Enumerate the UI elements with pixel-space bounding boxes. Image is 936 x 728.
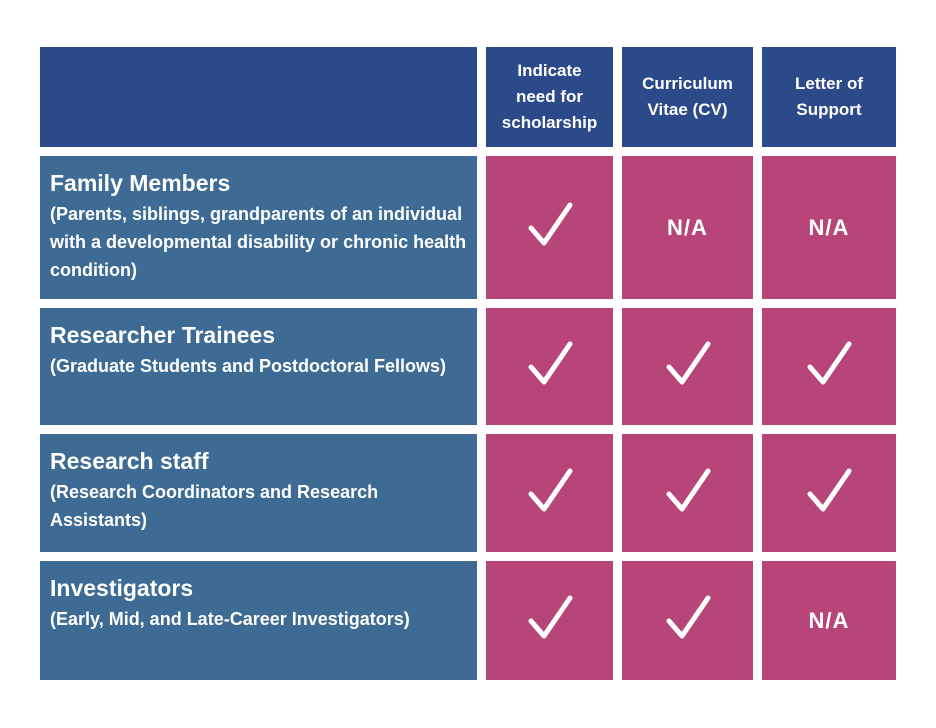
column-header-scholarship: Indicate need for scholarship bbox=[486, 47, 613, 147]
header-blank-cell bbox=[40, 47, 477, 147]
row-description: (Research Coordinators and Research Assi… bbox=[50, 482, 379, 530]
cell-staff-scholarship bbox=[486, 434, 613, 552]
column-header-label: Curriculum Vitae (CV) bbox=[642, 74, 733, 119]
cell-trainees-cv bbox=[622, 308, 753, 425]
cell-trainees-scholarship bbox=[486, 308, 613, 425]
cell-family-scholarship bbox=[486, 156, 613, 299]
check-icon bbox=[663, 466, 713, 521]
row-title: Family Members bbox=[50, 170, 231, 196]
not-applicable-text: N/A bbox=[808, 607, 850, 633]
row-label-family-members: Family Members (Parents, siblings, grand… bbox=[40, 156, 477, 299]
row-description: (Parents, siblings, grandparents of an i… bbox=[50, 204, 467, 280]
cell-staff-letter bbox=[762, 434, 896, 552]
cell-staff-cv bbox=[622, 434, 753, 552]
cell-investigators-scholarship bbox=[486, 561, 613, 680]
column-header-label: Indicate need for scholarship bbox=[501, 61, 598, 132]
column-header-letter: Letter of Support bbox=[762, 47, 896, 147]
row-description: (Graduate Students and Postdoctoral Fell… bbox=[50, 356, 447, 376]
cell-trainees-letter bbox=[762, 308, 896, 425]
check-icon bbox=[525, 339, 575, 394]
row-description: (Early, Mid, and Late-Career Investigato… bbox=[50, 609, 410, 629]
cell-investigators-letter: N/A bbox=[762, 561, 896, 680]
row-title: Research staff bbox=[50, 448, 209, 474]
check-icon bbox=[663, 593, 713, 648]
cell-investigators-cv bbox=[622, 561, 753, 680]
column-header-cv: Curriculum Vitae (CV) bbox=[622, 47, 753, 147]
row-label-investigators: Investigators (Early, Mid, and Late-Care… bbox=[40, 561, 477, 680]
row-label-research-staff: Research staff (Research Coordinators an… bbox=[40, 434, 477, 552]
check-icon bbox=[525, 200, 575, 255]
cell-family-cv: N/A bbox=[622, 156, 753, 299]
column-header-label: Letter of Support bbox=[795, 74, 863, 119]
not-applicable-text: N/A bbox=[808, 214, 850, 240]
check-icon bbox=[663, 339, 713, 394]
check-icon bbox=[525, 593, 575, 648]
row-title: Researcher Trainees bbox=[50, 322, 276, 348]
check-icon bbox=[804, 466, 854, 521]
not-applicable-text: N/A bbox=[667, 214, 708, 240]
row-title: Investigators bbox=[50, 575, 194, 601]
row-label-researcher-trainees: Researcher Trainees (Graduate Students a… bbox=[40, 308, 477, 425]
check-icon bbox=[525, 466, 575, 521]
cell-family-letter: N/A bbox=[762, 156, 896, 299]
check-icon bbox=[804, 339, 854, 394]
